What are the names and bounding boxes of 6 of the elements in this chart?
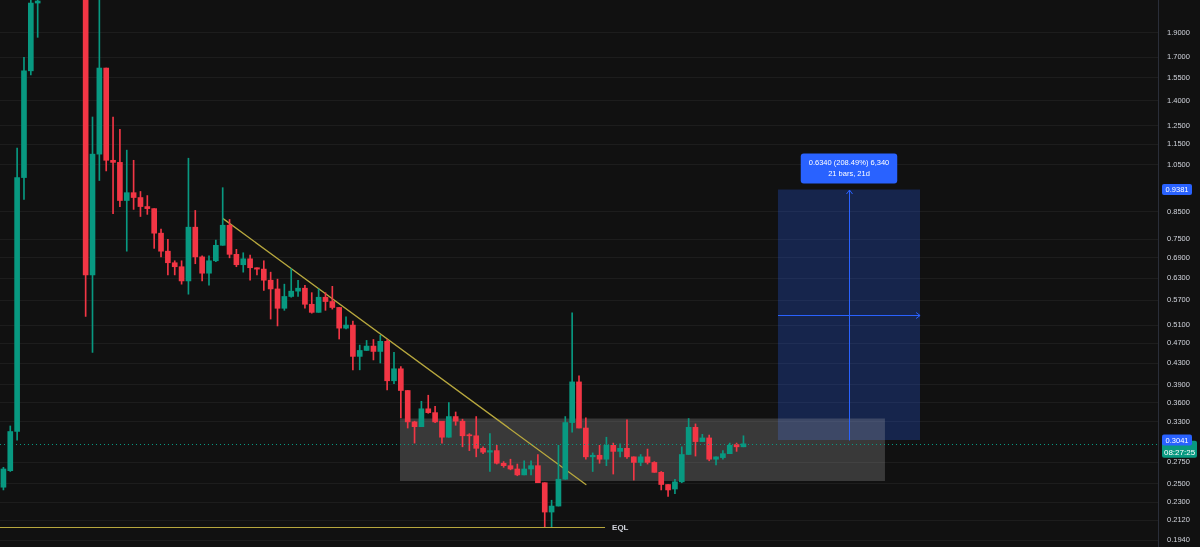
candlestick [528,460,534,476]
candlestick [589,452,596,472]
candlestick [123,149,130,252]
ref-line-label: EQL [612,522,629,532]
candlestick [624,419,630,459]
text: 08:27:25 [1163,447,1196,457]
